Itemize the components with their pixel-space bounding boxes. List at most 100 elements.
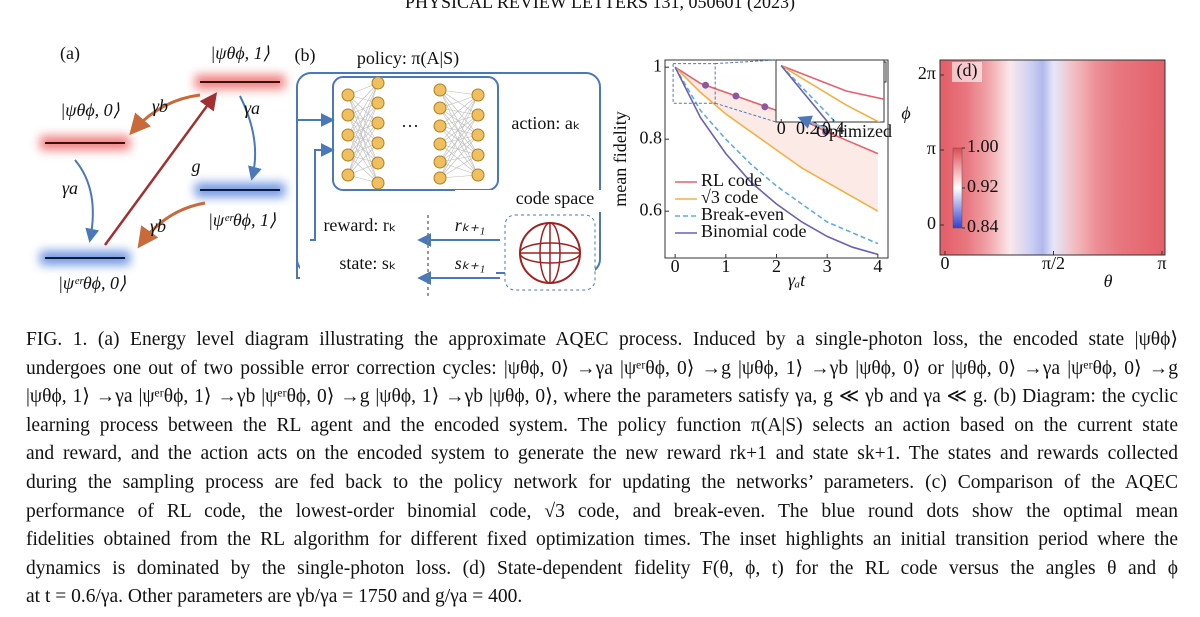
edge: [439, 134, 479, 145]
neuron: [371, 76, 385, 90]
neuron: [433, 119, 447, 133]
y-axis-label: ϕ: [901, 103, 910, 123]
panel-c: 0 1 2 3 4 0.6 0.8 1 γₐt mean fidelity RL code√3 co…: [610, 55, 892, 290]
rate-label: γa: [62, 178, 78, 198]
state-label: |ψθϕ, 0⟩: [60, 100, 119, 120]
caption-line: fidelities obtained from the RL algorith…: [26, 529, 1178, 551]
edge: [347, 82, 379, 116]
neuron: [371, 176, 385, 190]
neuron: [471, 88, 485, 102]
state-next: sₖ₊₁: [455, 253, 485, 273]
rate-label: γb: [152, 96, 168, 116]
edge: [439, 114, 479, 145]
optimized-point: [732, 92, 740, 100]
fill-between: [675, 67, 878, 212]
x-tick-label: 4: [873, 256, 882, 276]
neuron: [341, 128, 355, 142]
y-tick-label: 0: [927, 213, 936, 233]
y-axis-label: mean fidelity: [610, 111, 630, 206]
state-label: |ψᵉʳθϕ, 1⟩: [208, 210, 276, 230]
series-line: [674, 66, 879, 256]
x-tick-label: π: [1157, 253, 1166, 273]
edge: [439, 107, 479, 176]
neural-network: ···: [341, 76, 485, 190]
rate-label: γb: [150, 216, 166, 236]
panel-a: (a) |ψθϕ, 1⟩ |ψθϕ, 0⟩ |ψᵉʳθϕ, 1⟩ |ψᵉʳθϕ,…: [40, 43, 285, 293]
colorbar: [952, 147, 963, 229]
inset-lines: [780, 64, 884, 122]
neuron: [371, 156, 385, 170]
annotation-arrow: [797, 115, 826, 129]
edge: [439, 154, 479, 179]
legend-label: RL code: [701, 170, 762, 190]
caption-line: dynamics is dominated by the single-phot…: [26, 557, 1178, 579]
neuron: [471, 108, 485, 122]
neuron: [433, 101, 447, 115]
caption-line: |ψθϕ, 1⟩ →γa |ψᵉʳθϕ, 1⟩ →γb |ψᵉʳθϕ, 0⟩ →…: [26, 386, 1178, 408]
inset-region: [672, 63, 716, 104]
plot-frame: [939, 59, 1166, 256]
journal-header: PHYSICAL REVIEW LETTERS 131, 050601 (202…: [405, 0, 795, 13]
edge: [439, 114, 479, 179]
series-line: [674, 66, 879, 212]
state-label: |ψθϕ, 1⟩: [210, 43, 269, 63]
inset-connector: [715, 59, 777, 65]
panel-label-bg: [952, 62, 982, 82]
neuron: [341, 108, 355, 122]
caption-line: FIG. 1. (a) Energy level diagram illustr…: [26, 329, 1178, 350]
state-label: |ψᵉʳθϕ, 0⟩: [58, 273, 126, 293]
caption-line: performance of RL code, the lowest-order…: [26, 500, 1178, 522]
edge: [439, 107, 479, 136]
y-tick-label: 0.6: [640, 199, 663, 219]
neuron: [341, 88, 355, 102]
neuron: [471, 128, 485, 142]
edge: [439, 125, 479, 176]
series-line: [780, 64, 881, 122]
optimized-point: [822, 128, 830, 136]
panel-b: (b) policy: π(A|S) ··· action: aₖ code s…: [295, 45, 605, 298]
rate-label: g: [192, 156, 201, 176]
neuron: [371, 96, 385, 110]
x-tick-label: π/2: [1042, 253, 1065, 273]
neuron: [433, 137, 447, 151]
edge: [347, 82, 379, 176]
heatmap-smooth: [940, 60, 1165, 255]
code-space-label: code space: [516, 188, 594, 208]
edge: [347, 82, 379, 136]
rate-label: γa: [244, 98, 260, 118]
ellipsis: ···: [401, 116, 419, 136]
inset-annotation: Optimized: [816, 121, 892, 141]
edge: [439, 107, 479, 156]
inset-x-tick-label: 0: [777, 118, 786, 138]
edge: [439, 94, 479, 145]
inset-x-tick-label: 0.4: [822, 118, 845, 138]
series-line: [780, 64, 884, 100]
colorbar-tick-label: 0.84: [967, 216, 999, 236]
x-axis-label: γₐt: [788, 270, 806, 290]
y-tick-label: 0.8: [640, 127, 663, 147]
state-label: state: sₖ: [339, 253, 396, 273]
edge: [439, 134, 479, 163]
caption: FIG. 1. (a) Energy level diagram illustr…: [26, 326, 1178, 612]
edge: [439, 143, 479, 176]
neuron: [433, 83, 447, 97]
neuron: [341, 148, 355, 162]
edge: [439, 125, 479, 156]
neuron: [371, 136, 385, 150]
action-label: action: aₖ: [511, 113, 580, 133]
legend-label: Break-even: [701, 204, 784, 224]
edge: [439, 94, 479, 127]
neuron: [433, 155, 447, 169]
figure: PHYSICAL REVIEW LETTERS 131, 050601 (202…: [40, 0, 1167, 298]
legend-label: √3 code: [701, 187, 758, 207]
caption-line: at t = 0.6/γa. Other parameters are γb/γ…: [26, 586, 523, 608]
neuron: [471, 168, 485, 182]
edge: [347, 102, 379, 176]
optimized-point: [761, 103, 769, 111]
edge: [347, 142, 379, 176]
neuron: [371, 116, 385, 130]
inset-connector: [715, 102, 777, 123]
edge: [439, 89, 479, 136]
edge: [347, 122, 379, 176]
